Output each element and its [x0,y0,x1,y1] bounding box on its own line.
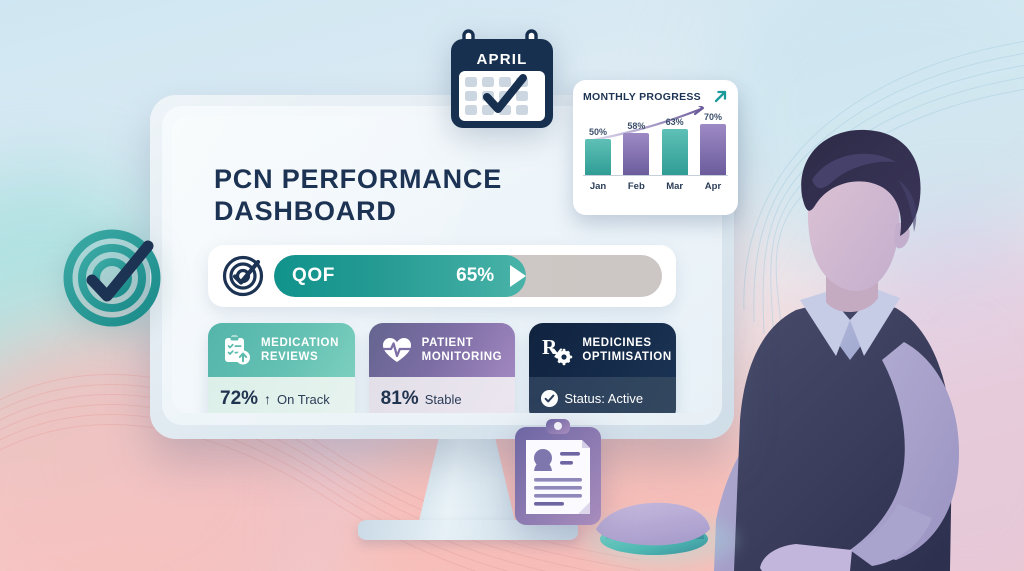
metric-card-title: MEDICATION REVIEWS [261,336,339,363]
up-right-arrow-icon [714,90,727,103]
chart-bar [585,139,611,175]
chart-bar-value-label: 50% [588,127,607,137]
metric-value: 81% [380,388,419,409]
chart-bar-value-label: 58% [627,121,646,131]
chart-x-tick-label: Mar [666,181,684,192]
metric-value: 72% [220,388,259,409]
qof-progress-marker-icon [510,265,527,287]
qof-value: 65% [456,265,495,286]
chart-bar-column: 50% [585,127,611,175]
target-check-icon [222,255,264,297]
heart-pulse-icon [382,338,411,362]
chart-header: MONTHLY PROGRESS [583,89,728,104]
chart-bar [661,129,688,175]
qof-label: QOF [292,265,335,286]
metric-cards-row: MEDICATION REVIEWS 72% ↑ On Track [208,323,677,413]
svg-text:R: R [542,335,558,359]
computer-mouse [596,502,710,555]
chart-bar-column: 58% [623,121,650,175]
person-illustration [714,129,960,571]
metric-status: On Track [277,391,330,407]
chart-bar-column: 63% [661,117,688,175]
metric-card-footer: 81% Stable [368,377,516,413]
page-title: PCN PERFORMANCE DASHBOARD [214,164,503,226]
metric-card-header: PATIENT MONITORING [368,323,516,377]
calendar-month-label: APRIL [477,51,528,68]
patient-record-clipboard-icon [515,419,601,525]
monitor-stand-base [358,520,578,540]
chart-bars: 50% 58% 63% 70% [585,111,726,175]
status-check-icon [541,389,559,407]
metric-card-footer: Status: Active [529,377,677,413]
trend-up-icon: ↑ [264,391,272,407]
chart-bar-value-label: 63% [665,117,684,127]
qof-progress-fill: QOF 65% [274,255,527,297]
metric-card-title: MEDICINES OPTIMISATION [582,336,672,363]
chart-x-tick-label: Feb [627,181,645,192]
monitor: PCN PERFORMANCE DASHBOARD QOF 65% [150,95,734,439]
metric-status: Status: Active [564,390,644,406]
chart-x-tick-label: Jan [589,181,607,192]
chart-bar [699,124,726,175]
metric-card-patient-monitoring[interactable]: PATIENT MONITORING 81% Stable [368,323,516,413]
metric-card-title: PATIENT MONITORING [421,336,503,363]
metric-status: Stable [424,391,462,407]
chart-title: MONTHLY PROGRESS [583,90,701,103]
chart-bar-value-label: 70% [703,112,722,122]
qof-progress-track[interactable]: QOF 65% [274,255,662,297]
clipboard-check-up-icon [225,335,250,365]
target-check-badge [63,229,161,327]
chart-bar-column: 70% [699,112,726,175]
chart-x-tick-label: Apr [704,181,722,192]
metric-card-footer: 72% ↑ On Track [208,377,355,413]
chart-bar [623,133,650,175]
metric-card-header: MEDICATION REVIEWS [208,323,355,377]
metric-card-medicines-optimisation[interactable]: R [529,323,677,413]
chart-x-tick-labels: Jan Feb Mar Apr [585,181,726,192]
metric-card-medication-reviews[interactable]: MEDICATION REVIEWS 72% ↑ On Track [208,323,355,413]
monitor-stand-neck [418,435,516,525]
qof-progress-card[interactable]: QOF 65% [208,245,676,307]
chart-x-axis [583,175,728,176]
calendar-check-icon: APRIL [451,29,553,128]
monthly-progress-chart-card[interactable]: MONTHLY PROGRESS 50% 58% 63% 70% Jan Feb Mar A… [573,80,738,215]
metric-card-header: R [529,323,677,377]
rx-gear-icon: R [542,335,573,366]
chart-plot-area: 50% 58% 63% 70% Jan Feb Mar Apr [583,106,728,192]
